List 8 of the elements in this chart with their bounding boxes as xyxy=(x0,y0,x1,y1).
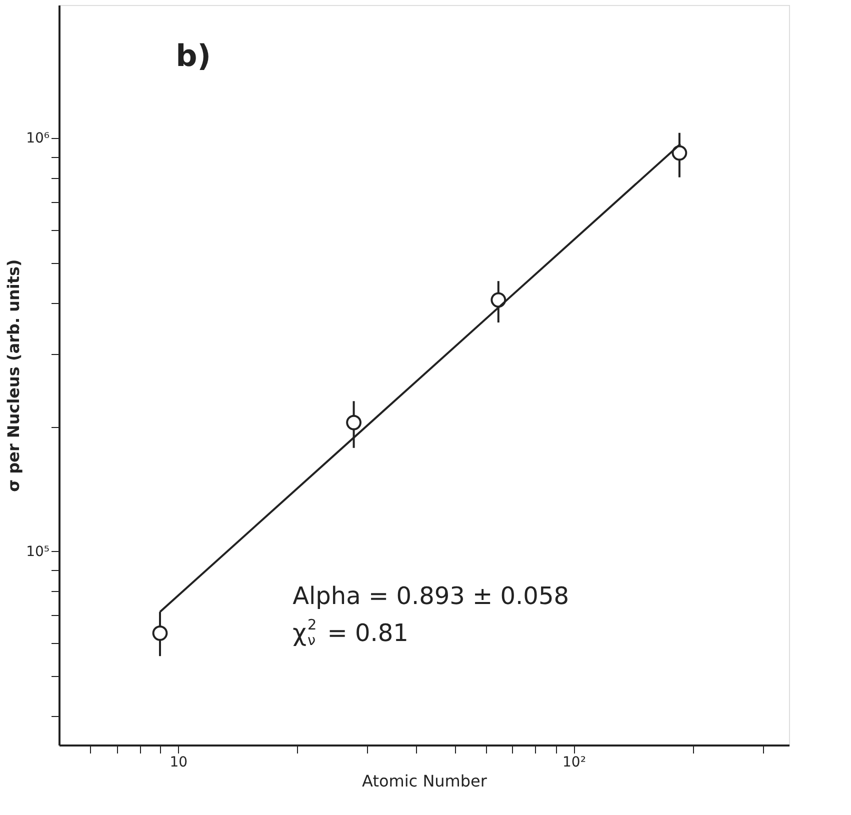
x-axis-title: Atomic Number xyxy=(362,772,488,790)
y-axis-title: σ per Nucleus (arb. units) xyxy=(4,259,24,492)
annotation: Alpha = 0.893 ± 0.058 xyxy=(292,582,569,610)
x-tick-label: 10 xyxy=(170,754,188,770)
x-tick-label: 10² xyxy=(562,754,586,770)
y-tick-label: 10⁶ xyxy=(26,130,50,147)
y-tick-label: 10⁵ xyxy=(26,544,50,560)
annotation: b) xyxy=(176,38,211,74)
